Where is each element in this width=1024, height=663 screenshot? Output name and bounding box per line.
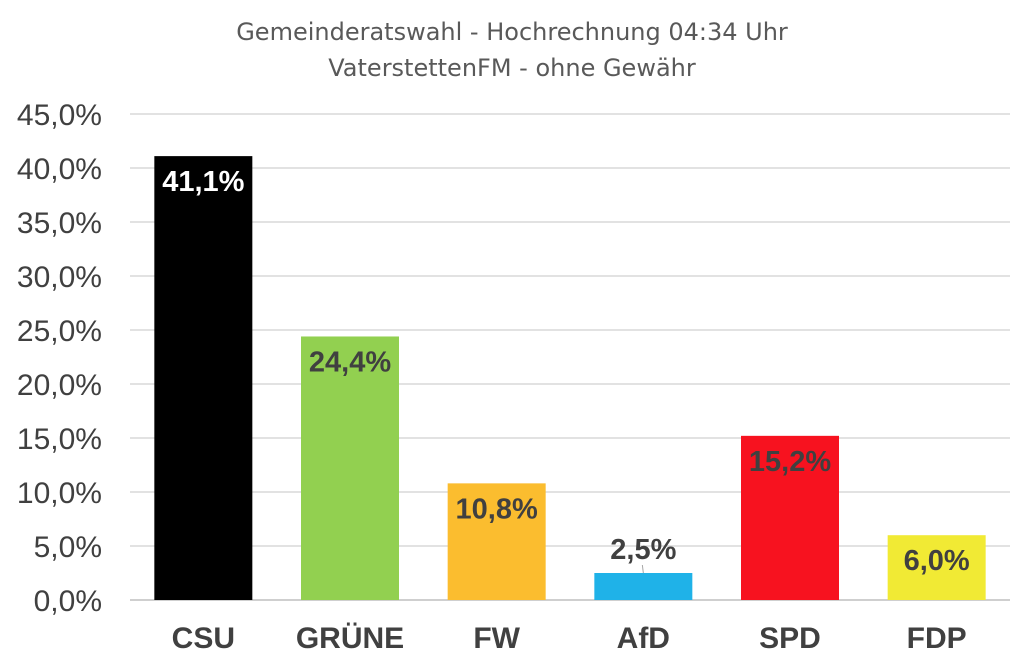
bar-fw: [447, 483, 546, 600]
gridlines: [130, 113, 1010, 601]
x-tick-label: AfD: [617, 622, 670, 655]
x-axis-ticks: CSU GRÜNE FW AfD SPD FDP: [172, 622, 967, 655]
data-label: 41,1%: [162, 166, 244, 198]
data-label: 10,8%: [456, 493, 538, 525]
y-tick-label: 5,0%: [34, 531, 102, 564]
chart-subtitle: VaterstettenFM - ohne Gewähr: [328, 54, 696, 82]
x-tick-label: FW: [473, 622, 520, 655]
y-tick-label: 10,0%: [17, 477, 102, 510]
y-tick-label: 20,0%: [17, 369, 102, 402]
x-tick-label: SPD: [759, 622, 821, 655]
bar-grüne: [301, 336, 399, 600]
chart-title: Gemeinderatswahl - Hochrechnung 04:34 Uh…: [236, 18, 788, 46]
x-tick-label: FDP: [907, 622, 967, 655]
y-tick-label: 25,0%: [17, 315, 102, 348]
bar-spd: [741, 435, 839, 600]
y-axis-ticks: 0,0% 5,0% 10,0% 15,0% 20,0% 25,0% 30,0% 35,0% 40…: [17, 99, 102, 618]
data-label: 24,4%: [309, 346, 391, 378]
data-label-leader: [641, 564, 644, 574]
data-labels: 41,1% 24,4% 10,8% 2,5% 15,2% 6,0%: [162, 166, 970, 577]
bar-fdp: [887, 535, 986, 600]
y-tick-label: 40,0%: [17, 153, 102, 186]
bar-csu: [154, 156, 253, 600]
y-tick-label: 45,0%: [17, 99, 102, 132]
x-tick-label: CSU: [172, 622, 235, 655]
data-label: 6,0%: [904, 545, 970, 577]
y-tick-label: 0,0%: [34, 585, 102, 618]
y-tick-label: 15,0%: [17, 423, 102, 456]
bars: [154, 156, 986, 600]
y-tick-label: 30,0%: [17, 261, 102, 294]
bar-afd: [594, 573, 693, 600]
y-tick-label: 35,0%: [17, 207, 102, 240]
x-tick-label: GRÜNE: [296, 622, 404, 655]
data-label: 15,2%: [749, 446, 831, 478]
data-label: 2,5%: [610, 534, 676, 566]
